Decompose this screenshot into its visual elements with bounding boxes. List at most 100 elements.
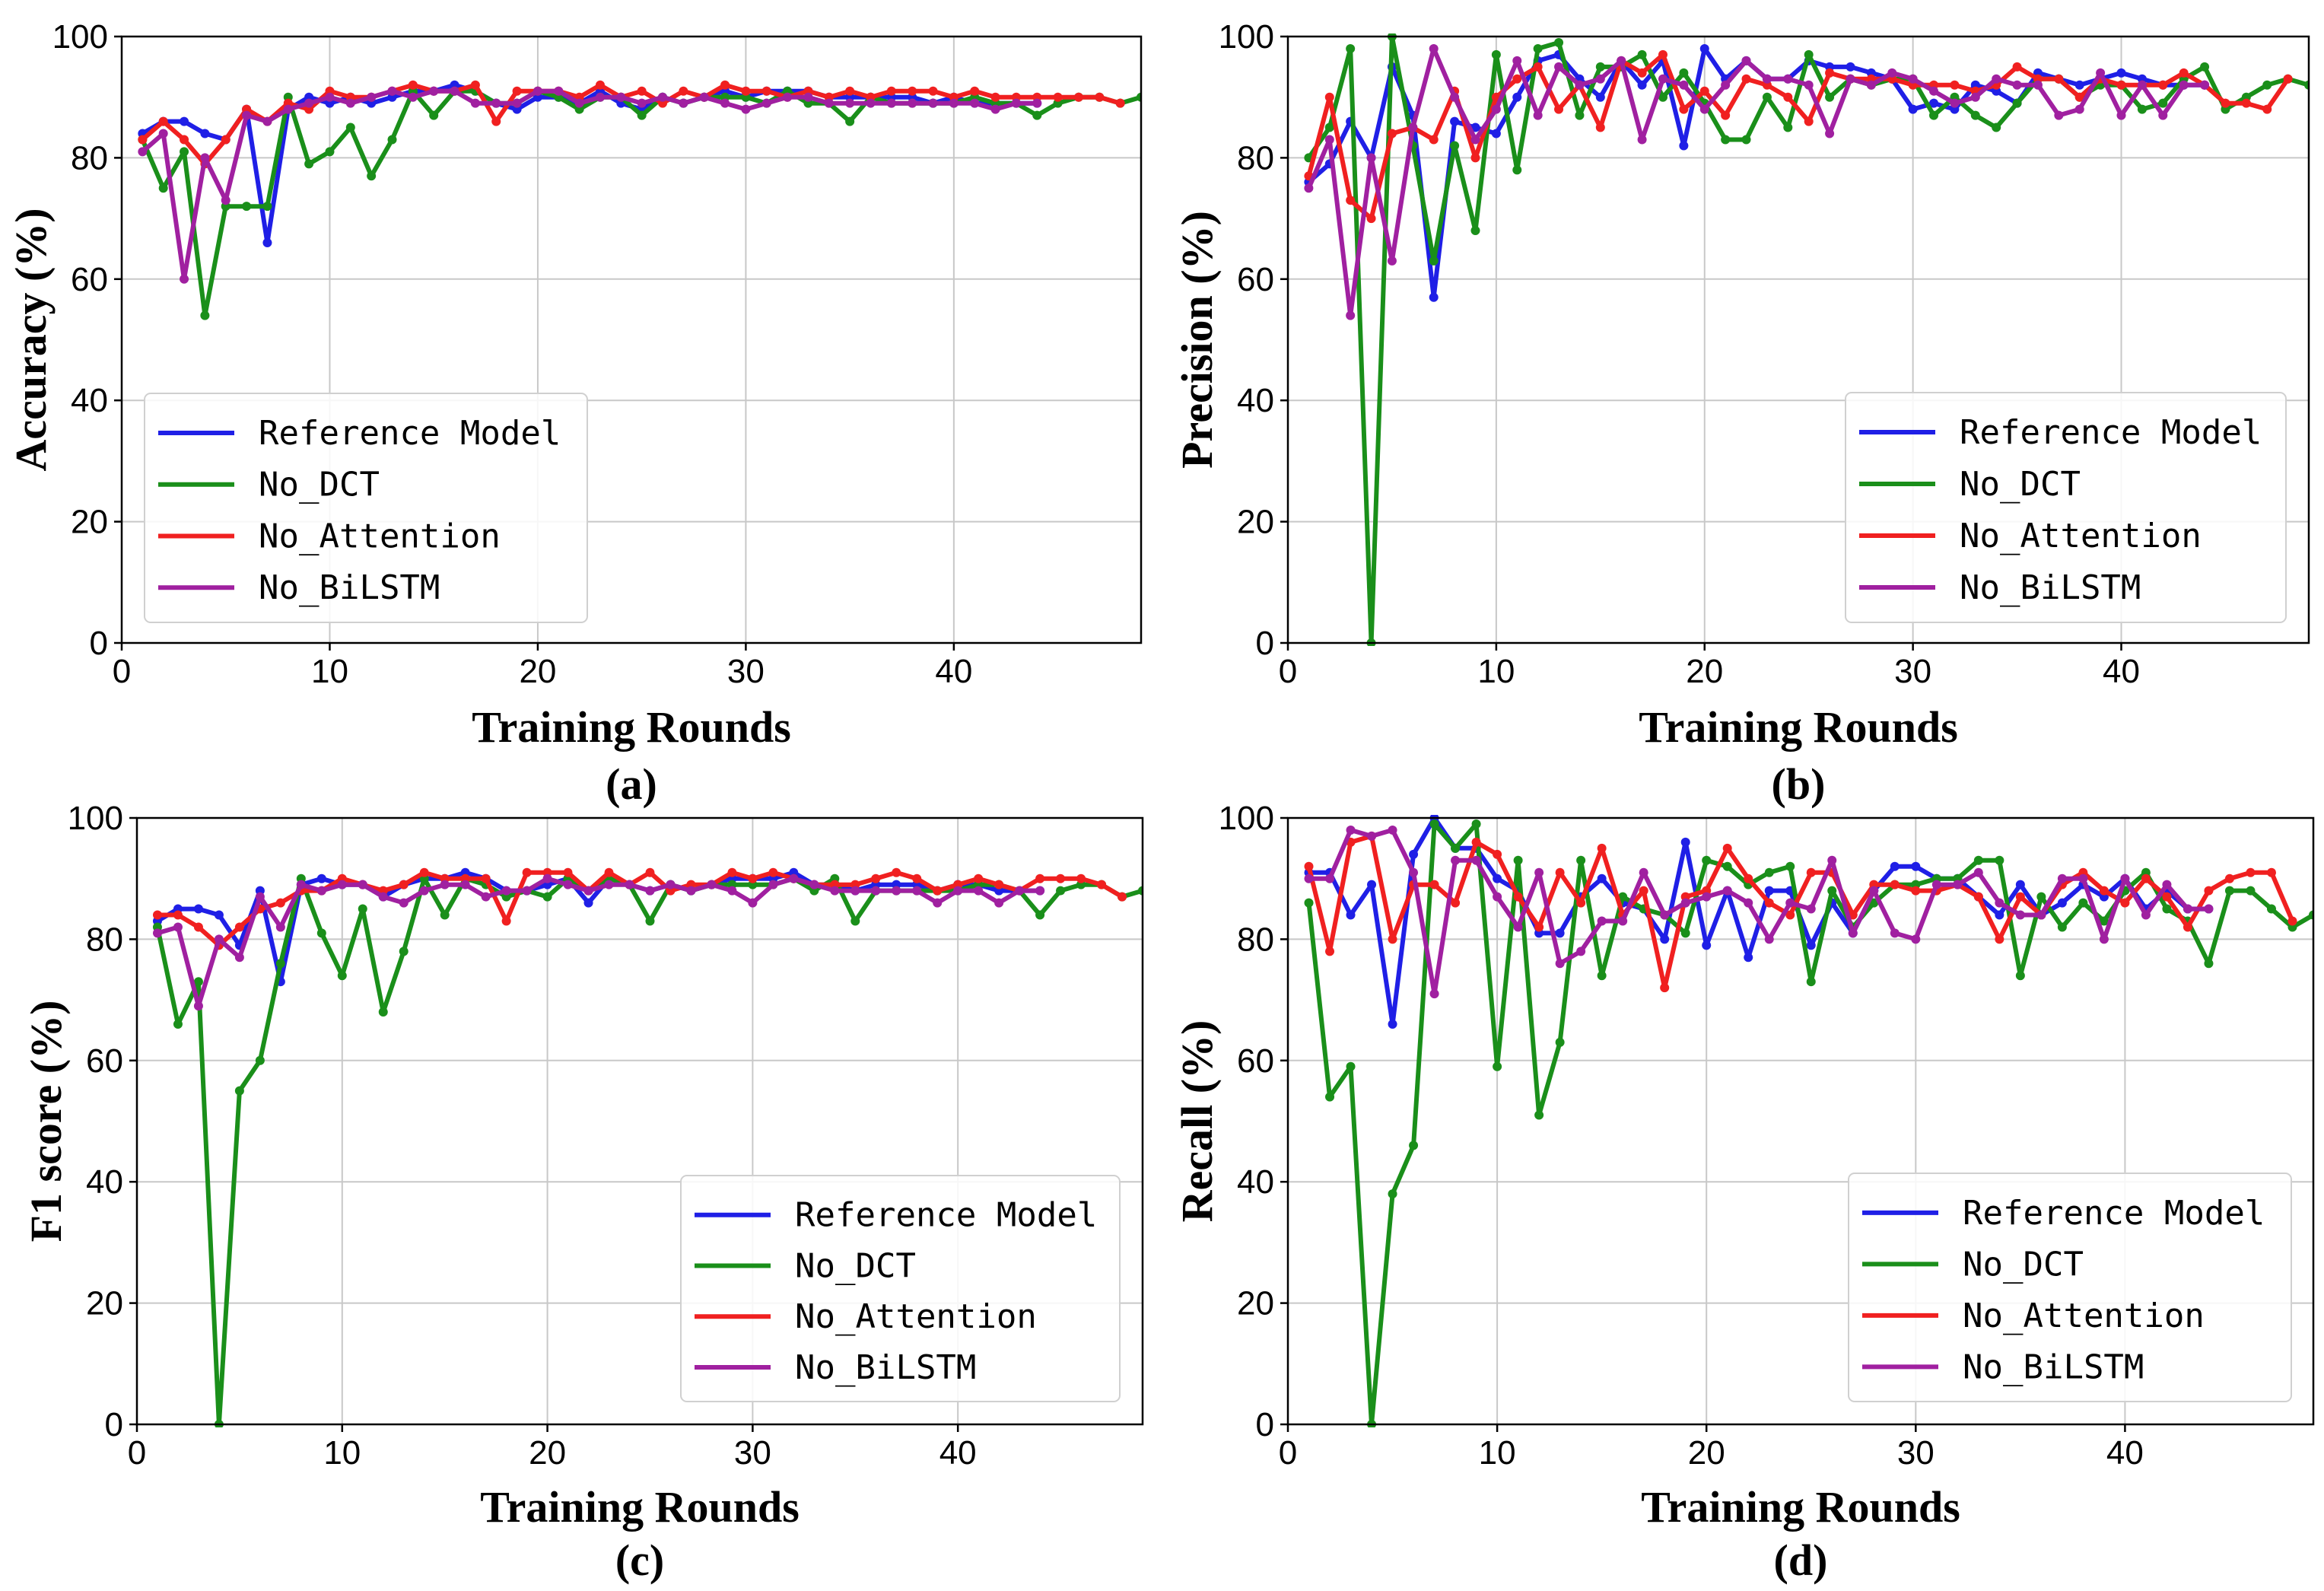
data-point-no-attention: [221, 135, 230, 145]
data-point-no-dct: [1995, 855, 2004, 865]
legend-label-no-dct: No_DCT: [259, 466, 380, 504]
data-point-reference-model: [1450, 116, 1460, 126]
data-point-reference-model: [2074, 80, 2084, 90]
y-tick-label: 80: [86, 921, 123, 958]
legend-label-no-dct: No_DCT: [1960, 465, 2081, 504]
data-point-no-dct: [1825, 92, 1835, 102]
data-point-no-bilstm: [741, 104, 751, 114]
x-tick-label: 20: [529, 1434, 566, 1472]
data-point-no-attention: [886, 86, 896, 96]
plot-frame: [135, 816, 1144, 1426]
data-point-no-attention: [1950, 80, 1960, 90]
data-point-reference-model: [1679, 141, 1689, 151]
data-point-no-dct: [645, 916, 655, 926]
legend-label-no-attention: No_Attention: [1963, 1297, 2205, 1335]
data-point-no-bilstm: [1869, 886, 1879, 896]
data-point-reference-model: [1409, 849, 1419, 859]
data-point-reference-model: [1388, 1019, 1397, 1029]
data-point-no-dct: [2158, 98, 2168, 108]
data-point-no-dct: [399, 947, 409, 956]
y-tick-label: 0: [1256, 625, 1274, 662]
data-point-no-attention: [1890, 880, 1900, 889]
data-point-no-dct: [1429, 819, 1439, 829]
data-point-no-bilstm: [1887, 68, 1897, 78]
legend: Reference Model No_DCT No_Attention No_BiLS…: [144, 393, 588, 623]
data-point-no-dct: [1346, 1061, 1356, 1071]
data-point-no-dct: [1827, 886, 1837, 896]
data-point-no-dct: [845, 116, 855, 126]
data-point-no-attention: [275, 898, 285, 908]
data-point-no-attention: [604, 867, 614, 877]
data-point-no-bilstm: [1825, 129, 1835, 138]
data-point-no-bilstm: [1953, 880, 1963, 889]
data-point-no-bilstm: [1534, 867, 1544, 877]
data-point-no-bilstm: [637, 98, 647, 108]
data-point-no-bilstm: [1015, 886, 1025, 896]
data-point-no-bilstm: [1722, 886, 1732, 896]
data-point-no-bilstm: [1367, 831, 1377, 841]
y-tick-label: 60: [71, 261, 108, 298]
data-point-no-attention: [1660, 983, 1670, 993]
legend: Reference Model No_DCT No_Attention No_BiLS…: [1848, 1173, 2292, 1402]
data-point-no-dct: [345, 123, 355, 132]
data-point-no-bilstm: [512, 98, 522, 108]
data-point-no-attention: [645, 867, 655, 877]
data-point-no-dct: [850, 916, 860, 926]
data-point-no-attention: [470, 80, 480, 90]
data-point-no-dct: [1056, 886, 1066, 896]
data-point-no-bilstm: [1721, 80, 1731, 90]
data-point-reference-model: [1491, 129, 1501, 138]
data-point-no-attention: [2262, 104, 2272, 114]
data-point-no-attention: [2183, 922, 2192, 932]
data-point-no-attention: [1637, 68, 1647, 78]
x-axis-title: Training Rounds: [1641, 1482, 1960, 1532]
x-tick-label: 10: [1479, 1434, 1516, 1472]
panel-label: (b): [1772, 759, 1826, 809]
data-point-no-bilstm: [1451, 855, 1461, 865]
data-point-no-dct: [2162, 904, 2172, 914]
data-point-no-attention: [908, 86, 917, 96]
data-point-no-attention: [1388, 934, 1397, 944]
data-point-no-attention: [563, 867, 573, 877]
data-point-no-bilstm: [283, 104, 293, 114]
data-point-reference-model: [262, 237, 272, 247]
data-point-no-bilstm: [2012, 80, 2022, 90]
data-point-no-dct: [358, 904, 367, 914]
data-point-no-attention: [1973, 892, 1983, 902]
data-point-no-dct: [158, 183, 168, 193]
data-point-no-dct: [2015, 971, 2025, 981]
data-point-no-bilstm: [583, 886, 593, 896]
data-point-no-bilstm: [1699, 104, 1709, 114]
x-tick-label: 0: [128, 1434, 146, 1472]
data-point-no-bilstm: [699, 92, 709, 102]
data-point-no-attention: [173, 910, 183, 920]
data-point-no-attention: [892, 867, 901, 877]
data-point-no-bilstm: [1346, 825, 1356, 835]
series-line-reference-model: [1306, 46, 2208, 300]
y-tick-label: 20: [71, 504, 108, 541]
data-point-no-dct: [2246, 886, 2256, 896]
data-point-no-attention: [408, 80, 418, 90]
data-point-reference-model: [1346, 910, 1356, 920]
y-tick-label: 40: [86, 1163, 123, 1201]
panel-label: (a): [606, 759, 657, 809]
data-point-no-bilstm: [1741, 56, 1751, 65]
data-point-reference-model: [1995, 910, 2004, 920]
data-point-no-dct: [180, 147, 189, 157]
data-point-no-attention: [1597, 843, 1607, 853]
data-point-no-attention: [1804, 116, 1814, 126]
data-point-no-attention: [2015, 892, 2025, 902]
data-point-no-dct: [1429, 256, 1439, 266]
data-point-no-attention: [1995, 934, 2004, 944]
y-tick-label: 20: [86, 1285, 123, 1322]
data-point-no-bilstm: [2120, 873, 2130, 883]
data-point-no-attention: [1722, 843, 1732, 853]
data-point-no-bilstm: [491, 98, 501, 108]
data-point-no-bilstm: [2036, 910, 2046, 920]
legend-label-no-bilstm: No_BiLSTM: [1960, 568, 2141, 607]
data-point-no-attention: [1699, 86, 1709, 96]
data-point-no-attention: [1346, 196, 1356, 205]
data-point-no-bilstm: [2033, 80, 2043, 90]
data-point-no-bilstm: [953, 886, 963, 896]
data-point-no-bilstm: [214, 934, 224, 944]
